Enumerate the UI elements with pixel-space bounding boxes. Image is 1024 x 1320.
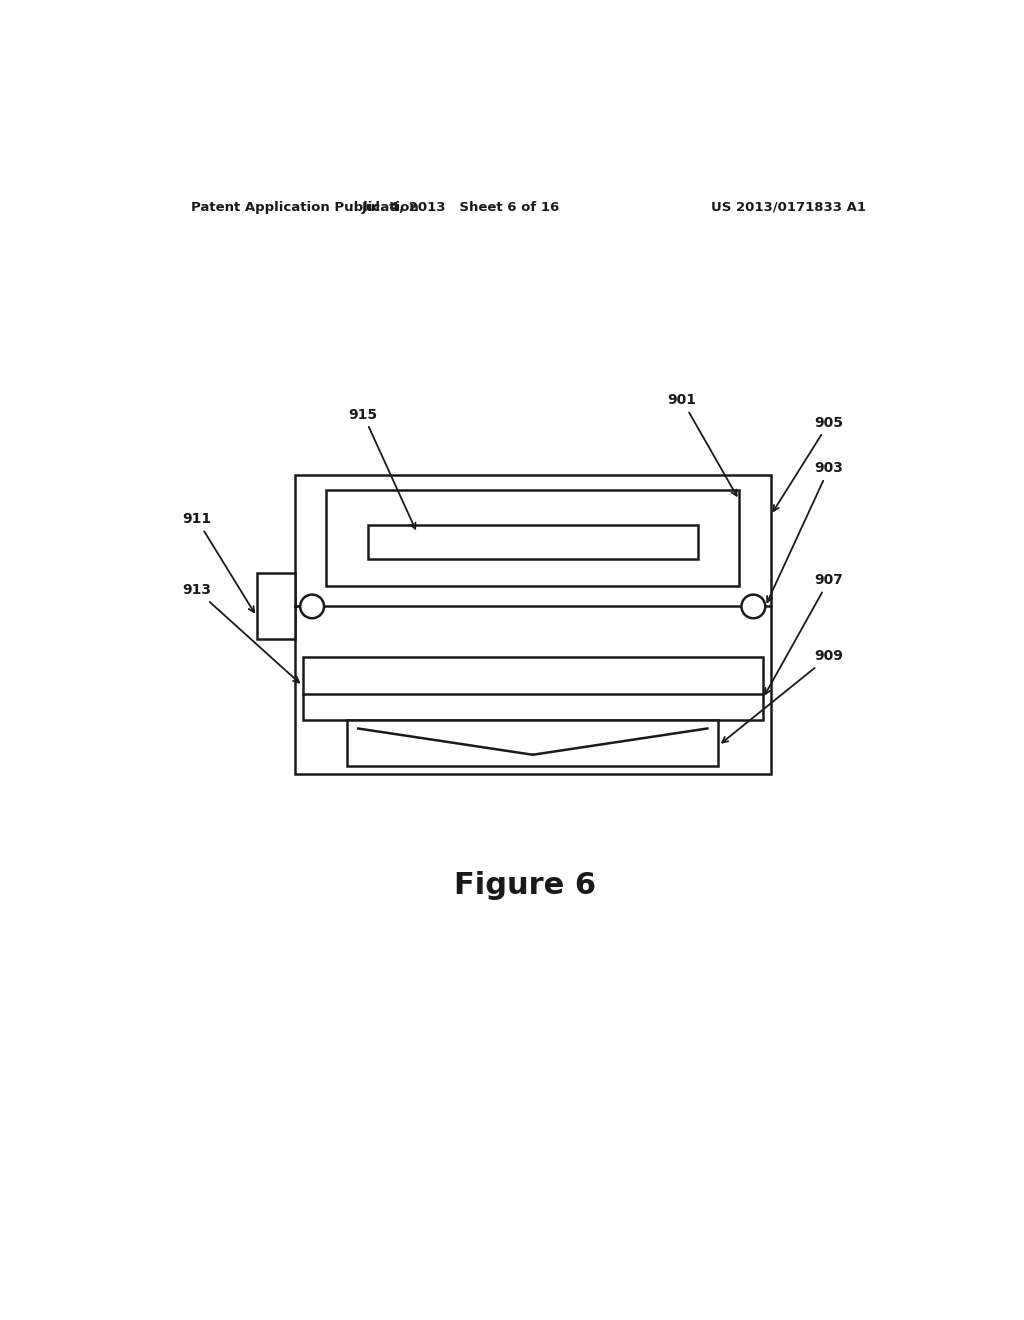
- Text: Figure 6: Figure 6: [454, 871, 596, 900]
- Bar: [303, 657, 763, 721]
- Bar: [347, 721, 719, 766]
- Bar: [327, 490, 739, 586]
- Text: 909: 909: [722, 649, 844, 743]
- Ellipse shape: [741, 594, 765, 618]
- Ellipse shape: [300, 594, 324, 618]
- Text: Jul. 4, 2013   Sheet 6 of 16: Jul. 4, 2013 Sheet 6 of 16: [362, 201, 560, 214]
- Bar: [257, 573, 295, 639]
- Text: 911: 911: [182, 512, 254, 612]
- Text: 915: 915: [348, 408, 416, 529]
- Text: 913: 913: [182, 583, 299, 682]
- Text: 905: 905: [773, 416, 844, 511]
- Text: 907: 907: [765, 573, 844, 694]
- Text: 901: 901: [668, 393, 736, 496]
- Text: Patent Application Publication: Patent Application Publication: [191, 201, 419, 214]
- Text: US 2013/0171833 A1: US 2013/0171833 A1: [711, 201, 866, 214]
- Text: 903: 903: [767, 462, 844, 602]
- Bar: [368, 525, 697, 560]
- Bar: [295, 474, 771, 775]
